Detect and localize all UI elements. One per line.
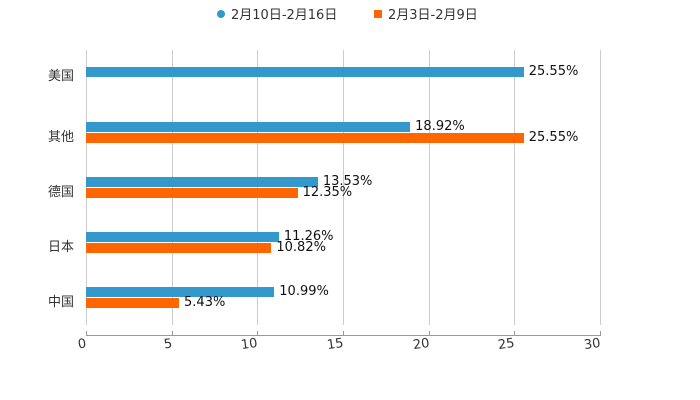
- x-tick: [257, 331, 259, 336]
- data-label: 10.82%: [276, 240, 326, 255]
- category-label: 其他: [48, 130, 75, 145]
- data-label: 25.55%: [528, 130, 579, 145]
- legend-circle-icon: [217, 9, 225, 18]
- bar-current-week[interactable]: [86, 177, 318, 187]
- data-label: 11.26%: [283, 229, 334, 244]
- gridline: [600, 50, 601, 325]
- legend-square-icon: [374, 9, 382, 18]
- data-label: 25.55%: [528, 64, 579, 79]
- bar-current-week[interactable]: [86, 67, 524, 77]
- gridline: [86, 50, 87, 325]
- data-label: 10.99%: [279, 284, 329, 299]
- x-tick-label: 20: [411, 335, 431, 354]
- legend-label: 2月10日-2月16日: [231, 8, 338, 23]
- x-tick: [428, 331, 430, 336]
- gridline: [514, 50, 516, 325]
- category-label: 日本: [48, 240, 75, 255]
- x-tick-label: 5: [162, 336, 173, 353]
- legend-item-series-2[interactable]: 2月3日-2月9日: [374, 4, 478, 23]
- bar-current-week[interactable]: [86, 122, 411, 132]
- bar-current-week[interactable]: [86, 287, 275, 297]
- x-tick: [600, 331, 601, 336]
- x-tick: [514, 331, 516, 336]
- x-tick: [86, 331, 87, 336]
- data-label: 18.92%: [415, 119, 465, 134]
- bar-previous-week[interactable]: [86, 243, 272, 253]
- chart-legend: 2月10日-2月16日 2月3日-2月9日: [0, 4, 700, 24]
- category-label: 中国: [48, 295, 75, 310]
- x-tick-label: 10: [240, 335, 259, 354]
- data-label: 12.35%: [302, 185, 353, 200]
- bar-previous-week[interactable]: [86, 133, 524, 143]
- x-tick-label: 30: [583, 335, 602, 354]
- x-tick-label: 25: [497, 335, 516, 354]
- gridline: [257, 50, 259, 325]
- x-tick: [171, 331, 173, 336]
- category-label: 德国: [48, 185, 75, 200]
- bar-current-week[interactable]: [86, 232, 279, 242]
- legend-label: 2月3日-2月9日: [388, 8, 478, 23]
- data-label: 13.53%: [322, 174, 373, 189]
- gridline: [428, 50, 430, 325]
- bar-previous-week[interactable]: [86, 188, 298, 198]
- category-label: 美国: [48, 69, 75, 84]
- gridline: [171, 50, 173, 325]
- data-label: 5.43%: [184, 295, 226, 310]
- bar-previous-week[interactable]: [86, 298, 180, 308]
- legend-item-series-1[interactable]: 2月10日-2月16日: [217, 4, 337, 23]
- gridline: [343, 50, 344, 325]
- x-tick-label: 15: [326, 335, 345, 354]
- x-tick-label: 0: [76, 336, 88, 353]
- x-tick: [343, 331, 344, 336]
